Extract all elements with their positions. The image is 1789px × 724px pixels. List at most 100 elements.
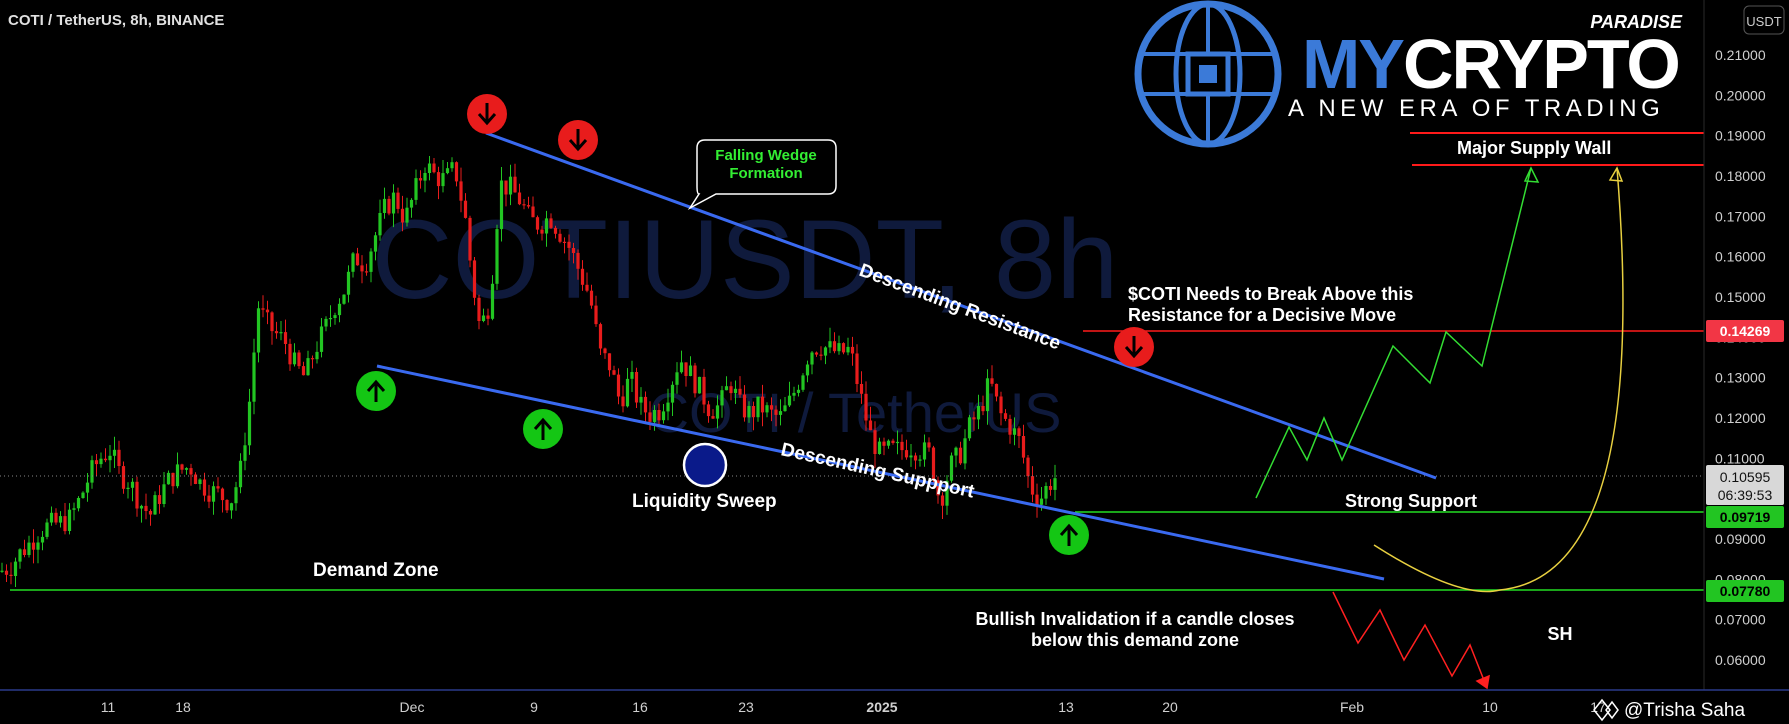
- candle-body: [684, 362, 688, 376]
- candle-body: [310, 358, 315, 360]
- candle-body: [405, 207, 409, 223]
- liquidity-sweep-marker: [682, 442, 728, 488]
- buy-signal-marker: [1049, 515, 1089, 555]
- candle-body: [130, 481, 135, 488]
- candle-body: [333, 315, 337, 318]
- support-price-badge: 0.09719: [1706, 506, 1784, 528]
- candle-body: [153, 495, 157, 515]
- candle-body: [58, 516, 63, 523]
- candle-body: [967, 417, 972, 439]
- time-tick-label: 16: [632, 699, 648, 715]
- candle-body: [891, 440, 895, 443]
- candle-body: [594, 305, 598, 325]
- candle-body: [837, 343, 841, 352]
- brand-my: MY: [1302, 25, 1404, 103]
- candle-body: [805, 364, 810, 376]
- candle-body: [720, 390, 724, 406]
- support-price: 0.09719: [1720, 509, 1771, 525]
- candle-body: [1012, 428, 1017, 435]
- price-tick-label: 0.07000: [1715, 612, 1766, 628]
- candle-body: [562, 241, 567, 243]
- candle-body: [301, 366, 306, 376]
- candle-body: [882, 441, 886, 446]
- candle-body: [463, 200, 468, 218]
- candle-body: [756, 396, 760, 418]
- price-tick-label: 0.15000: [1715, 289, 1766, 305]
- candle-body: [864, 393, 868, 421]
- candle-body: [850, 346, 855, 354]
- candle-body: [364, 271, 369, 273]
- candle-body: [553, 227, 558, 234]
- candle-body: [288, 343, 292, 365]
- candle-body: [85, 482, 90, 493]
- time-tick-label: 10: [1482, 699, 1498, 715]
- candle-body: [571, 248, 576, 253]
- candle-body: [270, 312, 274, 332]
- candle-body: [648, 412, 652, 422]
- candle-body: [958, 447, 963, 464]
- candle-body: [994, 383, 999, 397]
- current-price: 0.10595: [1720, 469, 1771, 485]
- candle-body: [391, 192, 396, 214]
- candle-body: [724, 386, 729, 391]
- candle-body: [211, 486, 216, 502]
- candle-body: [450, 162, 454, 169]
- brand-globe-logo: [1134, 0, 1282, 148]
- candle-body: [900, 441, 904, 451]
- candle-body: [54, 512, 58, 523]
- candle-body: [765, 405, 769, 413]
- candle-body: [22, 549, 27, 555]
- candle-body: [283, 332, 288, 344]
- candle-body: [72, 508, 76, 510]
- currency-button[interactable]: USDT: [1743, 5, 1785, 35]
- candle-body: [963, 438, 967, 464]
- candle-body: [1030, 476, 1035, 495]
- candle-body: [787, 395, 792, 406]
- candle-body: [387, 198, 391, 214]
- candle-body: [490, 283, 495, 319]
- candle-body: [400, 208, 405, 223]
- candle-body: [715, 405, 720, 419]
- candle-body: [220, 488, 225, 501]
- candle-body: [409, 199, 414, 208]
- candle-body: [1017, 428, 1021, 436]
- sh-label: SH: [1547, 624, 1572, 644]
- author-name: @Trisha Saha: [1624, 700, 1745, 721]
- candle-body: [342, 294, 346, 304]
- candle-body: [585, 284, 589, 291]
- candle-body: [36, 542, 40, 550]
- candle-body: [954, 447, 958, 456]
- candle-body: [922, 442, 927, 460]
- candle-body: [783, 405, 787, 412]
- falling-wedge-callout: [687, 139, 837, 211]
- candle-body: [711, 416, 715, 419]
- time-axis[interactable]: 11 18 Dec 9 16 23 2025 13 20 Feb 10 17: [101, 699, 1606, 715]
- candle-body: [760, 396, 765, 413]
- candle-body: [558, 233, 562, 242]
- candle-body: [792, 392, 796, 396]
- major-supply-wall-label: Major Supply Wall: [1457, 138, 1611, 158]
- candle-body: [508, 176, 513, 195]
- candle-body: [459, 181, 463, 201]
- candle-body: [252, 352, 256, 402]
- candle-body: [990, 378, 994, 384]
- candle-body: [810, 352, 814, 365]
- candle-body: [265, 309, 270, 313]
- candle-body: [693, 365, 697, 394]
- candle-body: [432, 163, 436, 173]
- time-tick-label: 2025: [866, 699, 897, 715]
- candle-body: [18, 549, 22, 562]
- candle-body: [630, 372, 634, 379]
- candle-body: [441, 173, 445, 187]
- bullish-projection-arrowhead: [1523, 166, 1540, 183]
- bearish-projection-path: [1332, 591, 1488, 689]
- candle-body: [162, 484, 166, 504]
- candle-body: [81, 492, 85, 498]
- candle-body: [1035, 494, 1039, 505]
- candle-body: [1003, 413, 1008, 419]
- candle-body: [207, 495, 211, 502]
- candle-body: [1044, 486, 1048, 499]
- price-tick-label: 0.20000: [1715, 87, 1766, 103]
- candle-body: [274, 331, 279, 334]
